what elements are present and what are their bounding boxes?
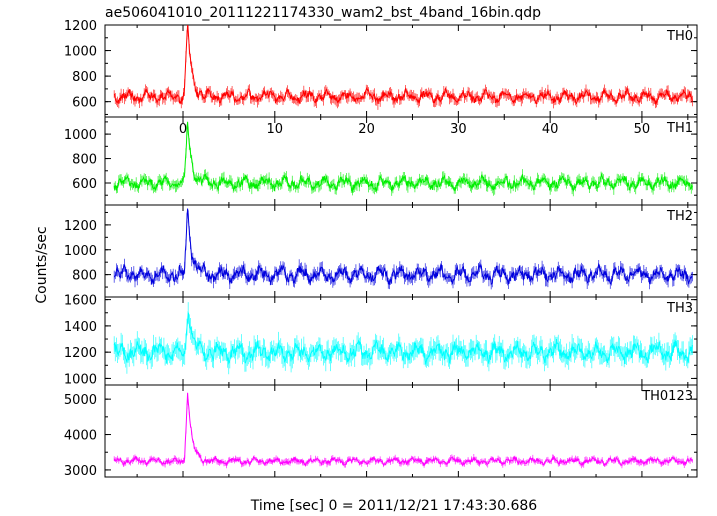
y-tick-label: 5000 [64,393,97,408]
panel-frame [104,384,698,478]
y-tick-label: 1000 [64,45,97,60]
y-tick-label: 1200 [64,346,97,361]
series-label: TH0123 [641,389,693,404]
y-tick-label: 1600 [64,294,97,309]
y-tick-label: 600 [72,96,97,111]
x-tick-label: 20 [358,122,375,137]
x-tick-label: 40 [542,122,559,137]
x-tick-label: 0 [179,122,187,137]
series-error-bars [113,210,693,290]
x-tick-label: 10 [267,122,284,137]
panel-th1: 600 800 1000 TH1 [64,116,698,206]
panel-th0123: 3000 4000 5000 TH0123 [64,384,698,479]
figure-title: ae506041010_20111221174330_wam2_bst_4ban… [105,5,541,21]
y-tick-label: 800 [72,269,97,284]
x-axis-label: Time [sec] 0 = 2011/12/21 17:43:30.686 [250,498,538,514]
y-tick-label: 3000 [64,464,97,479]
panel-th2: 800 1000 1200 TH2 [64,204,698,298]
series-line [114,208,693,286]
series-error-bars [113,302,693,375]
y-axis-label: Counts/sec [34,226,50,303]
series-label: TH1 [666,121,693,136]
panel-th3: 1000 1200 1400 1600 TH3 [64,294,698,387]
series-label: TH2 [666,209,693,224]
series-line [113,310,693,365]
panels-group: 600 800 1000 1200 0 10 20 30 40 50 TH0 600 800 1000 TH… [64,19,698,479]
x-tick-label: 30 [450,122,467,137]
series-label: TH0 [666,29,693,44]
series-line [113,392,693,468]
y-tick-label: 1400 [64,320,97,335]
y-tick-label: 800 [72,70,97,85]
y-tick-label: 800 [72,153,97,168]
y-tick-label: 1000 [64,128,97,143]
series-line [113,121,693,194]
series-line [113,24,693,105]
panel-frame [104,116,698,206]
y-tick-label: 600 [72,177,97,192]
y-tick-label: 1000 [64,244,97,259]
y-tick-label: 1200 [64,19,97,34]
panel-th0: 600 800 1000 1200 0 10 20 30 40 50 TH0 [64,19,698,137]
y-tick-label: 1000 [64,372,97,387]
y-tick-label: 4000 [64,429,97,444]
x-tick-label: 50 [634,122,651,137]
series-label: TH3 [666,301,693,316]
y-tick-label: 1200 [64,219,97,234]
